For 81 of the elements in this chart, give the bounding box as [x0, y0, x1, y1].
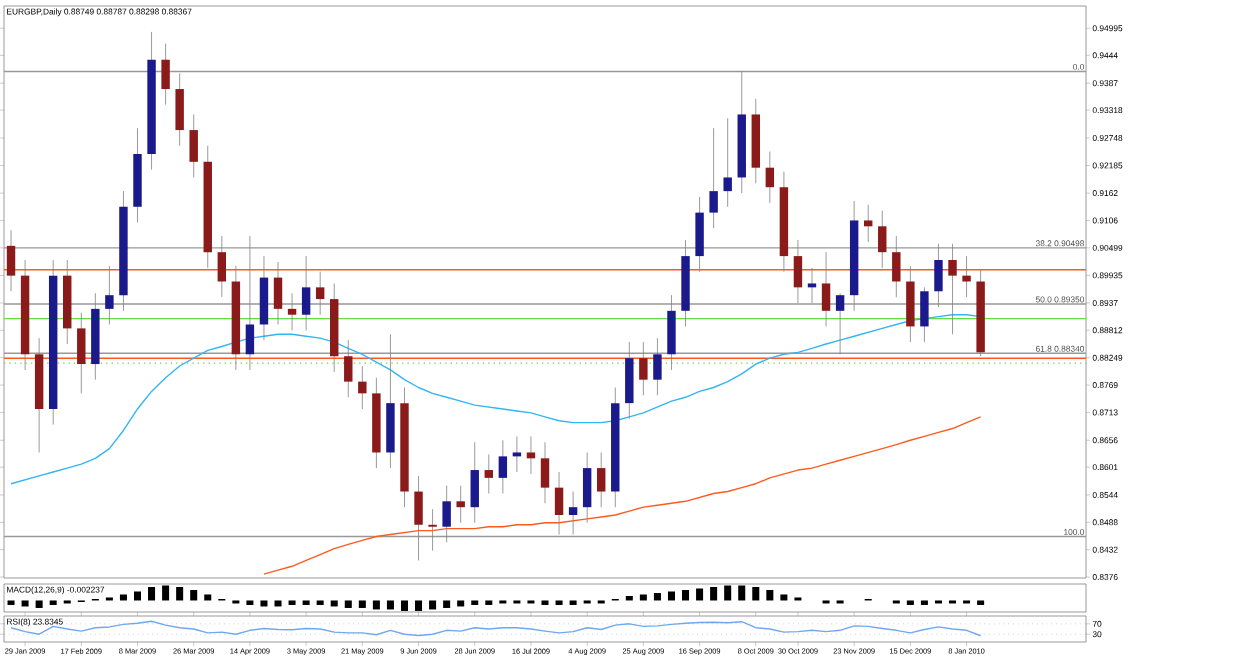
- candlestick: [428, 508, 437, 552]
- bar: [204, 594, 212, 601]
- bar: [443, 600, 451, 608]
- candlestick: [344, 339, 353, 398]
- candlestick: [695, 196, 704, 273]
- bar: [766, 590, 774, 601]
- candlestick: [934, 243, 943, 308]
- line-series: [10, 620, 982, 637]
- bar: [330, 600, 338, 607]
- candlestick: [217, 235, 227, 298]
- bar: [358, 600, 366, 608]
- candlestick: [878, 210, 887, 269]
- bar: [119, 594, 127, 601]
- bar: [400, 600, 408, 611]
- candlestick: [315, 271, 325, 316]
- candlestick: [948, 243, 957, 335]
- bar: [639, 594, 647, 601]
- candlestick: [259, 255, 269, 341]
- candlestick: [540, 441, 550, 504]
- bar: [724, 585, 732, 601]
- candlestick: [835, 292, 845, 355]
- candlestick: [653, 337, 662, 396]
- candlestick: [77, 312, 86, 394]
- candlestick: [821, 251, 831, 327]
- bar: [780, 594, 788, 601]
- candlestick: [512, 435, 522, 473]
- candlestick: [442, 485, 451, 543]
- bar: [653, 592, 661, 601]
- candlestick: [863, 204, 873, 243]
- candlestick: [358, 365, 367, 410]
- candlestick: [414, 475, 423, 561]
- bar: [457, 600, 465, 607]
- bar: [682, 590, 690, 601]
- bar: [372, 600, 380, 610]
- candlestick: [470, 441, 479, 524]
- candlestick: [484, 454, 494, 494]
- bar: [260, 600, 268, 607]
- candlestick: [962, 255, 971, 298]
- candlestick: [189, 114, 198, 178]
- bar: [415, 600, 423, 611]
- bar: [386, 600, 394, 610]
- candlestick: [526, 435, 536, 475]
- bar: [133, 591, 142, 601]
- bar: [738, 585, 746, 601]
- candlestick: [639, 341, 648, 396]
- candlestick: [456, 485, 465, 524]
- candlestick: [625, 341, 634, 420]
- candlestick: [554, 471, 564, 535]
- bar: [274, 600, 282, 607]
- candlestick: [105, 265, 114, 325]
- candlestick: [723, 117, 732, 208]
- bar: [710, 587, 718, 601]
- bar: [21, 600, 29, 607]
- candlestick: [568, 491, 578, 535]
- candlestick: [807, 267, 817, 304]
- bar: [696, 588, 704, 601]
- candlestick: [245, 235, 255, 371]
- candlestick: [175, 73, 184, 147]
- candlestick: [498, 439, 508, 494]
- candlestick: [765, 151, 775, 204]
- bar: [667, 591, 675, 601]
- bar: [429, 600, 437, 610]
- candlestick: [582, 452, 592, 524]
- candlestick: [709, 127, 718, 229]
- candlestick: [287, 292, 297, 331]
- candlestick: [793, 239, 803, 304]
- candlestick: [597, 452, 606, 508]
- candlestick: [906, 265, 915, 343]
- candlestick: [273, 261, 283, 325]
- candlestick: [301, 255, 311, 331]
- candlestick: [920, 286, 929, 343]
- candlestick: [667, 294, 676, 371]
- bar: [752, 587, 760, 601]
- bar: [162, 585, 170, 601]
- bar: [148, 587, 156, 601]
- bar: [344, 600, 352, 608]
- bar: [35, 600, 43, 608]
- bar: [190, 590, 198, 601]
- candlestick: [161, 43, 170, 106]
- bar: [176, 587, 184, 601]
- candlestick: [892, 235, 901, 298]
